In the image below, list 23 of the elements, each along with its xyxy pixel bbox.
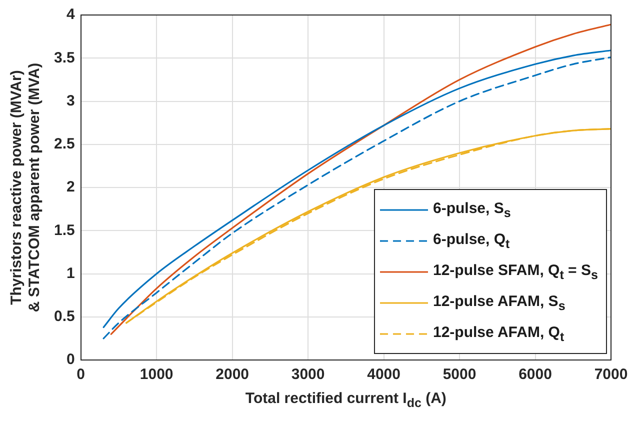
x-tick-label: 1000	[140, 366, 174, 384]
legend-label: 6-pulse, S$_{s}$	[433, 200, 511, 220]
y-tick-label: 0.5	[54, 308, 75, 326]
x-tick-label: 2000	[216, 366, 250, 384]
legend-label: 12-pulse AFAM, S$_{s}$	[433, 292, 566, 312]
x-tick-label: 3000	[291, 366, 325, 384]
x-tick-label: 6000	[518, 366, 552, 384]
x-tick-label: 4000	[367, 366, 400, 384]
y-tick-label: 0	[66, 351, 75, 368]
legend-label: 12-pulse AFAM, Q$_{t}$	[433, 324, 564, 344]
y-tick-label: 3.5	[54, 49, 75, 66]
y-tick-label: 1.5	[54, 222, 75, 239]
x-axis-title: Total rectified current I$_{dc}$ (A)	[245, 390, 446, 410]
y-tick-label: 2.5	[54, 136, 75, 153]
y-tick-label: 3	[66, 92, 75, 110]
legend-label: 6-pulse, Q$_{t}$	[433, 230, 510, 250]
x-tick-label: 7000	[594, 366, 628, 384]
legend-label: 12-pulse SFAM, Q$_{t}$ = S$_{s}$	[433, 262, 598, 282]
y-tick-label: 4	[66, 6, 76, 24]
y-tick-label: 2	[66, 178, 75, 196]
y-axis-title: Thyristors reactive power (MVAr) & STATCOM apparent power (MVA)	[8, 62, 44, 312]
x-tick-label: 5000	[442, 366, 476, 384]
y-tick-label: 1	[66, 264, 75, 282]
